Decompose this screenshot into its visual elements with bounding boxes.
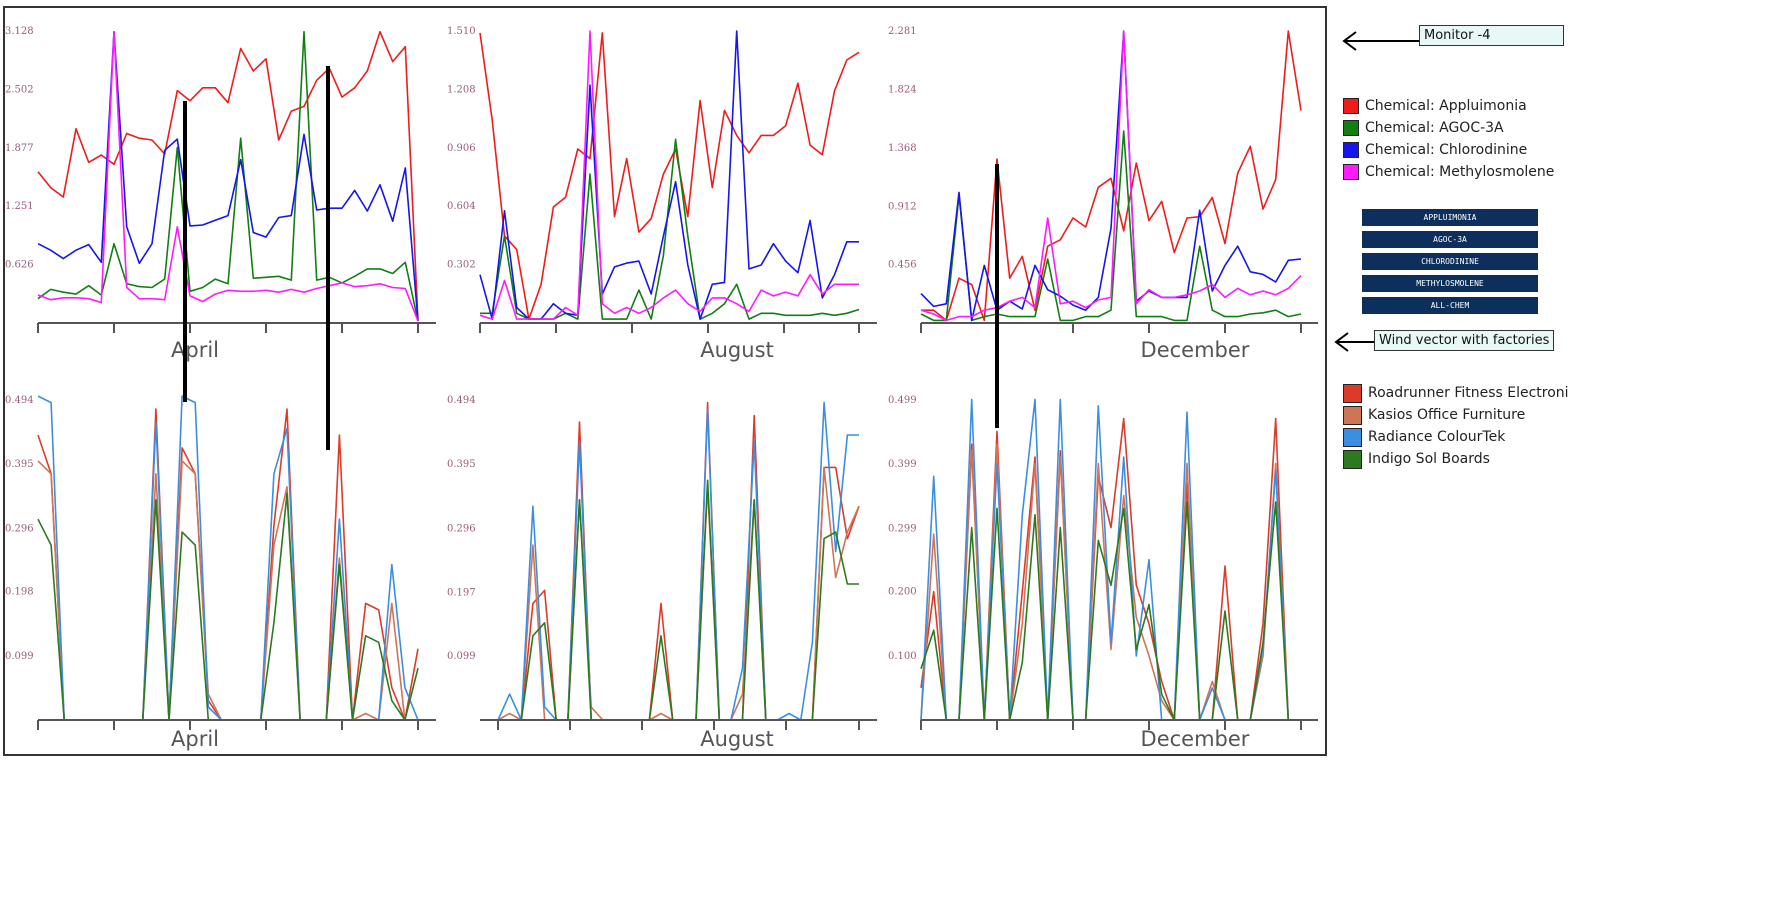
y-tick-label: 0.494: [5, 395, 34, 406]
series-line: [920, 398, 1301, 721]
legend-label: Indigo Sol Boards: [1368, 451, 1490, 467]
chemical-legend: Chemical: Appluimonia Chemical: AGOC-3A …: [1343, 95, 1554, 183]
legend-swatch: [1343, 427, 1362, 447]
chlorodinine-button[interactable]: CHLORODININE: [1362, 253, 1538, 270]
legend-swatch: [1343, 98, 1359, 114]
chemical-filter-buttons: APPLUIMONIA AGOC-3A CHLORODININE METHYLO…: [1362, 209, 1538, 319]
x-axis-label: August: [700, 727, 774, 751]
charts-svg: 0.626 1.251 1.877 2.502 3.128 April 0.302 0.604…: [5, 26, 1318, 751]
legend-item-roadrunner: Roadrunner Fitness Electroni: [1343, 382, 1569, 404]
legend-item-chlorodinine: Chemical: Chlorodinine: [1343, 139, 1554, 161]
y-tick-label: 0.099: [5, 651, 34, 662]
monitor-arrow-icon: [1342, 31, 1420, 51]
series-line: [479, 30, 859, 320]
series-line: [37, 30, 419, 322]
legend-item-kasios: Kasios Office Furniture: [1343, 404, 1569, 426]
all-chem-button[interactable]: ALL-CHEM: [1362, 297, 1538, 314]
legend-label: Roadrunner Fitness Electroni: [1368, 385, 1569, 401]
chart-frame: [3, 6, 1327, 756]
legend-label: Radiance ColourTek: [1368, 429, 1506, 445]
legend-swatch: [1343, 405, 1362, 425]
legend-label: Chemical: AGOC-3A: [1365, 120, 1504, 136]
legend-swatch: [1343, 449, 1362, 469]
series-line: [37, 460, 418, 721]
x-axis-label: December: [1141, 727, 1250, 751]
y-tick-label: 0.099: [447, 651, 476, 662]
legend-label: Kasios Office Furniture: [1368, 407, 1526, 423]
agoc-button[interactable]: AGOC-3A: [1362, 231, 1538, 248]
legend-swatch: [1343, 120, 1359, 136]
y-tick-label: 1.877: [5, 143, 34, 154]
series-line: [480, 138, 860, 320]
methylosmolene-button[interactable]: METHYLOSMOLENE: [1362, 275, 1538, 292]
y-tick-label: 0.912: [888, 201, 917, 212]
y-tick-label: 1.824: [888, 85, 917, 96]
series-line: [498, 401, 860, 721]
y-tick-label: 0.299: [888, 523, 917, 534]
series-line: [37, 492, 419, 721]
legend-label: Chemical: Appluimonia: [1365, 98, 1527, 114]
legend-label: Chemical: Chlorodinine: [1365, 142, 1528, 158]
series-line: [37, 30, 419, 322]
y-tick-label: 3.128: [5, 26, 34, 37]
y-tick-label: 1.368: [888, 143, 917, 154]
x-axis-label: April: [171, 727, 219, 751]
series-line: [498, 479, 859, 721]
y-tick-label: 1.208: [447, 84, 476, 95]
y-tick-label: 0.296: [5, 523, 34, 534]
y-tick-label: 0.906: [447, 143, 476, 154]
legend-swatch: [1343, 142, 1359, 158]
y-tick-label: 0.197: [447, 587, 476, 598]
x-axis-label: December: [1141, 338, 1250, 362]
y-tick-label: 0.399: [888, 459, 917, 470]
series-line: [921, 30, 1302, 322]
y-tick-label: 1.251: [5, 201, 34, 212]
series-line: [920, 130, 1302, 322]
legend-item-agoc: Chemical: AGOC-3A: [1343, 117, 1554, 139]
y-tick-label: 0.626: [5, 260, 34, 271]
y-tick-label: 0.100: [888, 651, 917, 662]
series-line: [920, 30, 1302, 322]
y-tick-label: 0.494: [447, 395, 476, 406]
series-line: [37, 395, 419, 721]
y-tick-label: 0.395: [447, 459, 476, 470]
wind-arrow-icon: [1334, 332, 1376, 352]
appluimonia-button[interactable]: APPLUIMONIA: [1362, 209, 1538, 226]
y-tick-label: 0.395: [5, 459, 34, 470]
legend-item-radiance: Radiance ColourTek: [1343, 426, 1569, 448]
x-axis-label: April: [171, 338, 219, 362]
series-line: [920, 501, 1301, 721]
series-line: [37, 408, 419, 721]
y-tick-label: 0.302: [447, 260, 476, 271]
legend-item-appluimonia: Chemical: Appluimonia: [1343, 95, 1554, 117]
series-line: [479, 30, 859, 320]
factory-legend: Roadrunner Fitness Electroni Kasios Offi…: [1343, 382, 1569, 470]
y-tick-label: 2.281: [888, 26, 917, 37]
y-tick-label: 1.510: [447, 26, 476, 37]
legend-item-methylosmolene: Chemical: Methylosmolene: [1343, 161, 1554, 183]
series-line: [479, 32, 860, 320]
y-tick-label: 0.200: [888, 587, 917, 598]
y-tick-label: 2.502: [5, 84, 34, 95]
legend-swatch: [1343, 383, 1362, 403]
y-tick-label: 0.296: [447, 523, 476, 534]
series-line: [37, 30, 419, 322]
legend-swatch: [1343, 164, 1359, 180]
legend-item-indigo: Indigo Sol Boards: [1343, 448, 1569, 470]
y-tick-label: 0.499: [888, 395, 917, 406]
y-tick-label: 0.604: [447, 201, 476, 212]
y-tick-label: 0.198: [5, 587, 34, 598]
legend-label: Chemical: Methylosmolene: [1365, 164, 1555, 180]
y-tick-label: 0.456: [888, 260, 917, 271]
wind-vector-label: Wind vector with factories: [1374, 330, 1555, 351]
x-axis-label: August: [700, 338, 774, 362]
monitor-label: Monitor -4: [1419, 25, 1564, 46]
series-line: [37, 30, 419, 322]
series-line: [920, 30, 1302, 322]
